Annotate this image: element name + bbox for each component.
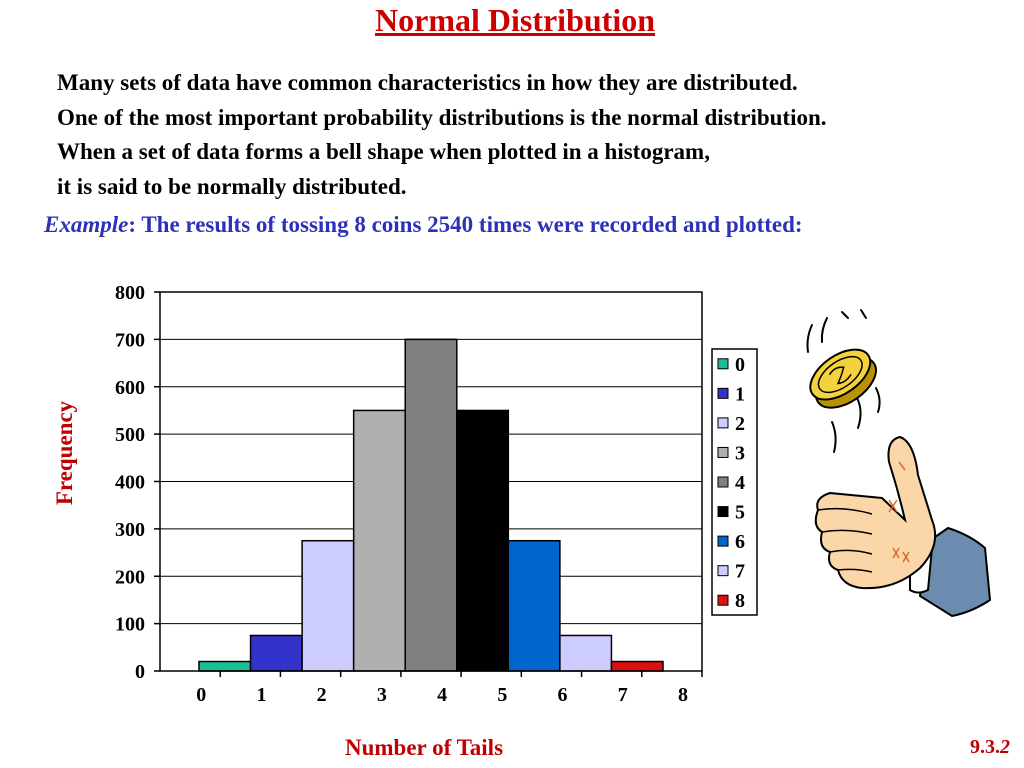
legend-swatch	[717, 565, 729, 577]
legend-swatch	[717, 535, 729, 547]
y-tick-label: 600	[115, 377, 145, 399]
intro-line: When a set of data forms a bell shape wh…	[57, 139, 710, 164]
legend-swatch	[717, 506, 729, 518]
x-tick-labels: 0 1 2 3 4 5 6 7 8	[196, 671, 703, 706]
bar-1	[249, 634, 303, 672]
x-tick-label: 8	[678, 684, 688, 706]
legend-swatch	[717, 476, 729, 488]
bar-3	[352, 409, 406, 672]
example-label: Example	[44, 212, 129, 237]
legend-label: 3	[735, 442, 745, 464]
intro-paragraph: Many sets of data have common characteri…	[57, 66, 827, 204]
legend-label: 4	[735, 472, 745, 494]
x-tick-label: 6	[558, 684, 568, 706]
y-tick-label: 400	[115, 472, 145, 494]
slide-number: 9.3.2	[970, 736, 1010, 759]
legend-label: 0	[735, 354, 745, 376]
bars	[198, 338, 664, 672]
y-tick-label: 0	[135, 661, 145, 683]
legend-label: 2	[735, 413, 745, 435]
intro-line: it is said to be normally distributed.	[57, 173, 407, 199]
bar-7	[559, 634, 613, 672]
legend-label: 8	[735, 590, 745, 612]
legend-label: 6	[735, 531, 745, 553]
x-tick-label: 2	[317, 684, 327, 706]
legend-label: 5	[735, 502, 745, 524]
x-tick-label: 5	[497, 684, 507, 706]
x-tick-label: 1	[256, 684, 266, 706]
bar-0	[198, 660, 252, 672]
bar-8	[610, 660, 664, 672]
intro-line: Many sets of data have common characteri…	[57, 70, 798, 95]
y-tick-label: 500	[115, 424, 145, 446]
bar-5	[456, 409, 510, 672]
y-tick-label: 700	[115, 329, 145, 351]
x-tick-label: 0	[196, 684, 206, 706]
legend-label: 1	[735, 383, 745, 405]
y-axis-title: Frequency	[52, 400, 77, 505]
x-tick-label: 3	[377, 684, 387, 706]
example-text: : The results of tossing 8 coins 2540 ti…	[128, 212, 803, 237]
legend-swatch	[717, 358, 729, 370]
bar-4	[404, 338, 458, 672]
legend-swatch	[717, 594, 729, 606]
x-tick-label: 7	[618, 684, 628, 706]
slide-number-suffix: 2	[1000, 736, 1010, 758]
y-tick-labels: 0 100 200 300 400 500 600 700 800	[115, 282, 160, 683]
example-sentence: Example: The results of tossing 8 coins …	[44, 212, 803, 238]
y-tick-label: 800	[115, 282, 145, 304]
y-tick-label: 100	[115, 614, 145, 636]
legend-swatch	[717, 417, 729, 429]
bar-2	[301, 539, 355, 672]
y-tick-label: 300	[115, 519, 145, 541]
x-tick-label: 4	[437, 684, 447, 706]
intro-line: One of the most important probability di…	[57, 104, 827, 130]
slide-title: Normal Distribution	[375, 2, 655, 38]
legend: 0 1 2 3 4 5 6 7 8	[711, 348, 758, 616]
bar-6	[507, 539, 561, 672]
x-axis-title: Number of Tails	[345, 735, 503, 760]
y-tick-label: 200	[115, 566, 145, 588]
legend-swatch	[717, 387, 729, 399]
hand-flipping-coin-icon	[806, 309, 992, 618]
legend-swatch	[717, 446, 729, 458]
legend-label: 7	[735, 561, 745, 583]
slide-number-prefix: 9.3.	[970, 736, 1000, 758]
